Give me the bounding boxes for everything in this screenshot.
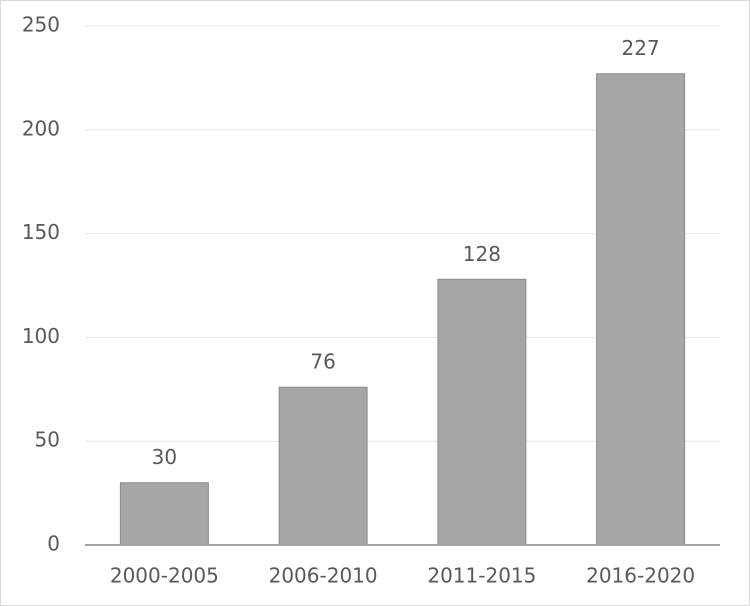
value-label: 227 xyxy=(622,36,660,60)
x-tick-label: 2016-2020 xyxy=(586,564,695,588)
value-label: 30 xyxy=(152,445,177,469)
x-tick-label: 2011-2015 xyxy=(427,564,536,588)
bar xyxy=(437,278,527,546)
bar xyxy=(596,73,686,546)
value-label: 128 xyxy=(463,242,501,266)
x-tick-label: 2006-2010 xyxy=(269,564,378,588)
value-label: 76 xyxy=(310,350,335,374)
bar xyxy=(119,482,209,546)
y-tick-label: 200 xyxy=(22,116,60,140)
x-tick-label: 2000-2005 xyxy=(110,564,219,588)
y-tick-label: 0 xyxy=(47,532,60,556)
y-tick-label: 100 xyxy=(22,324,60,348)
bar xyxy=(278,386,368,546)
y-tick-label: 150 xyxy=(22,220,60,244)
y-tick-label: 250 xyxy=(22,13,60,37)
y-tick-label: 50 xyxy=(35,428,60,452)
